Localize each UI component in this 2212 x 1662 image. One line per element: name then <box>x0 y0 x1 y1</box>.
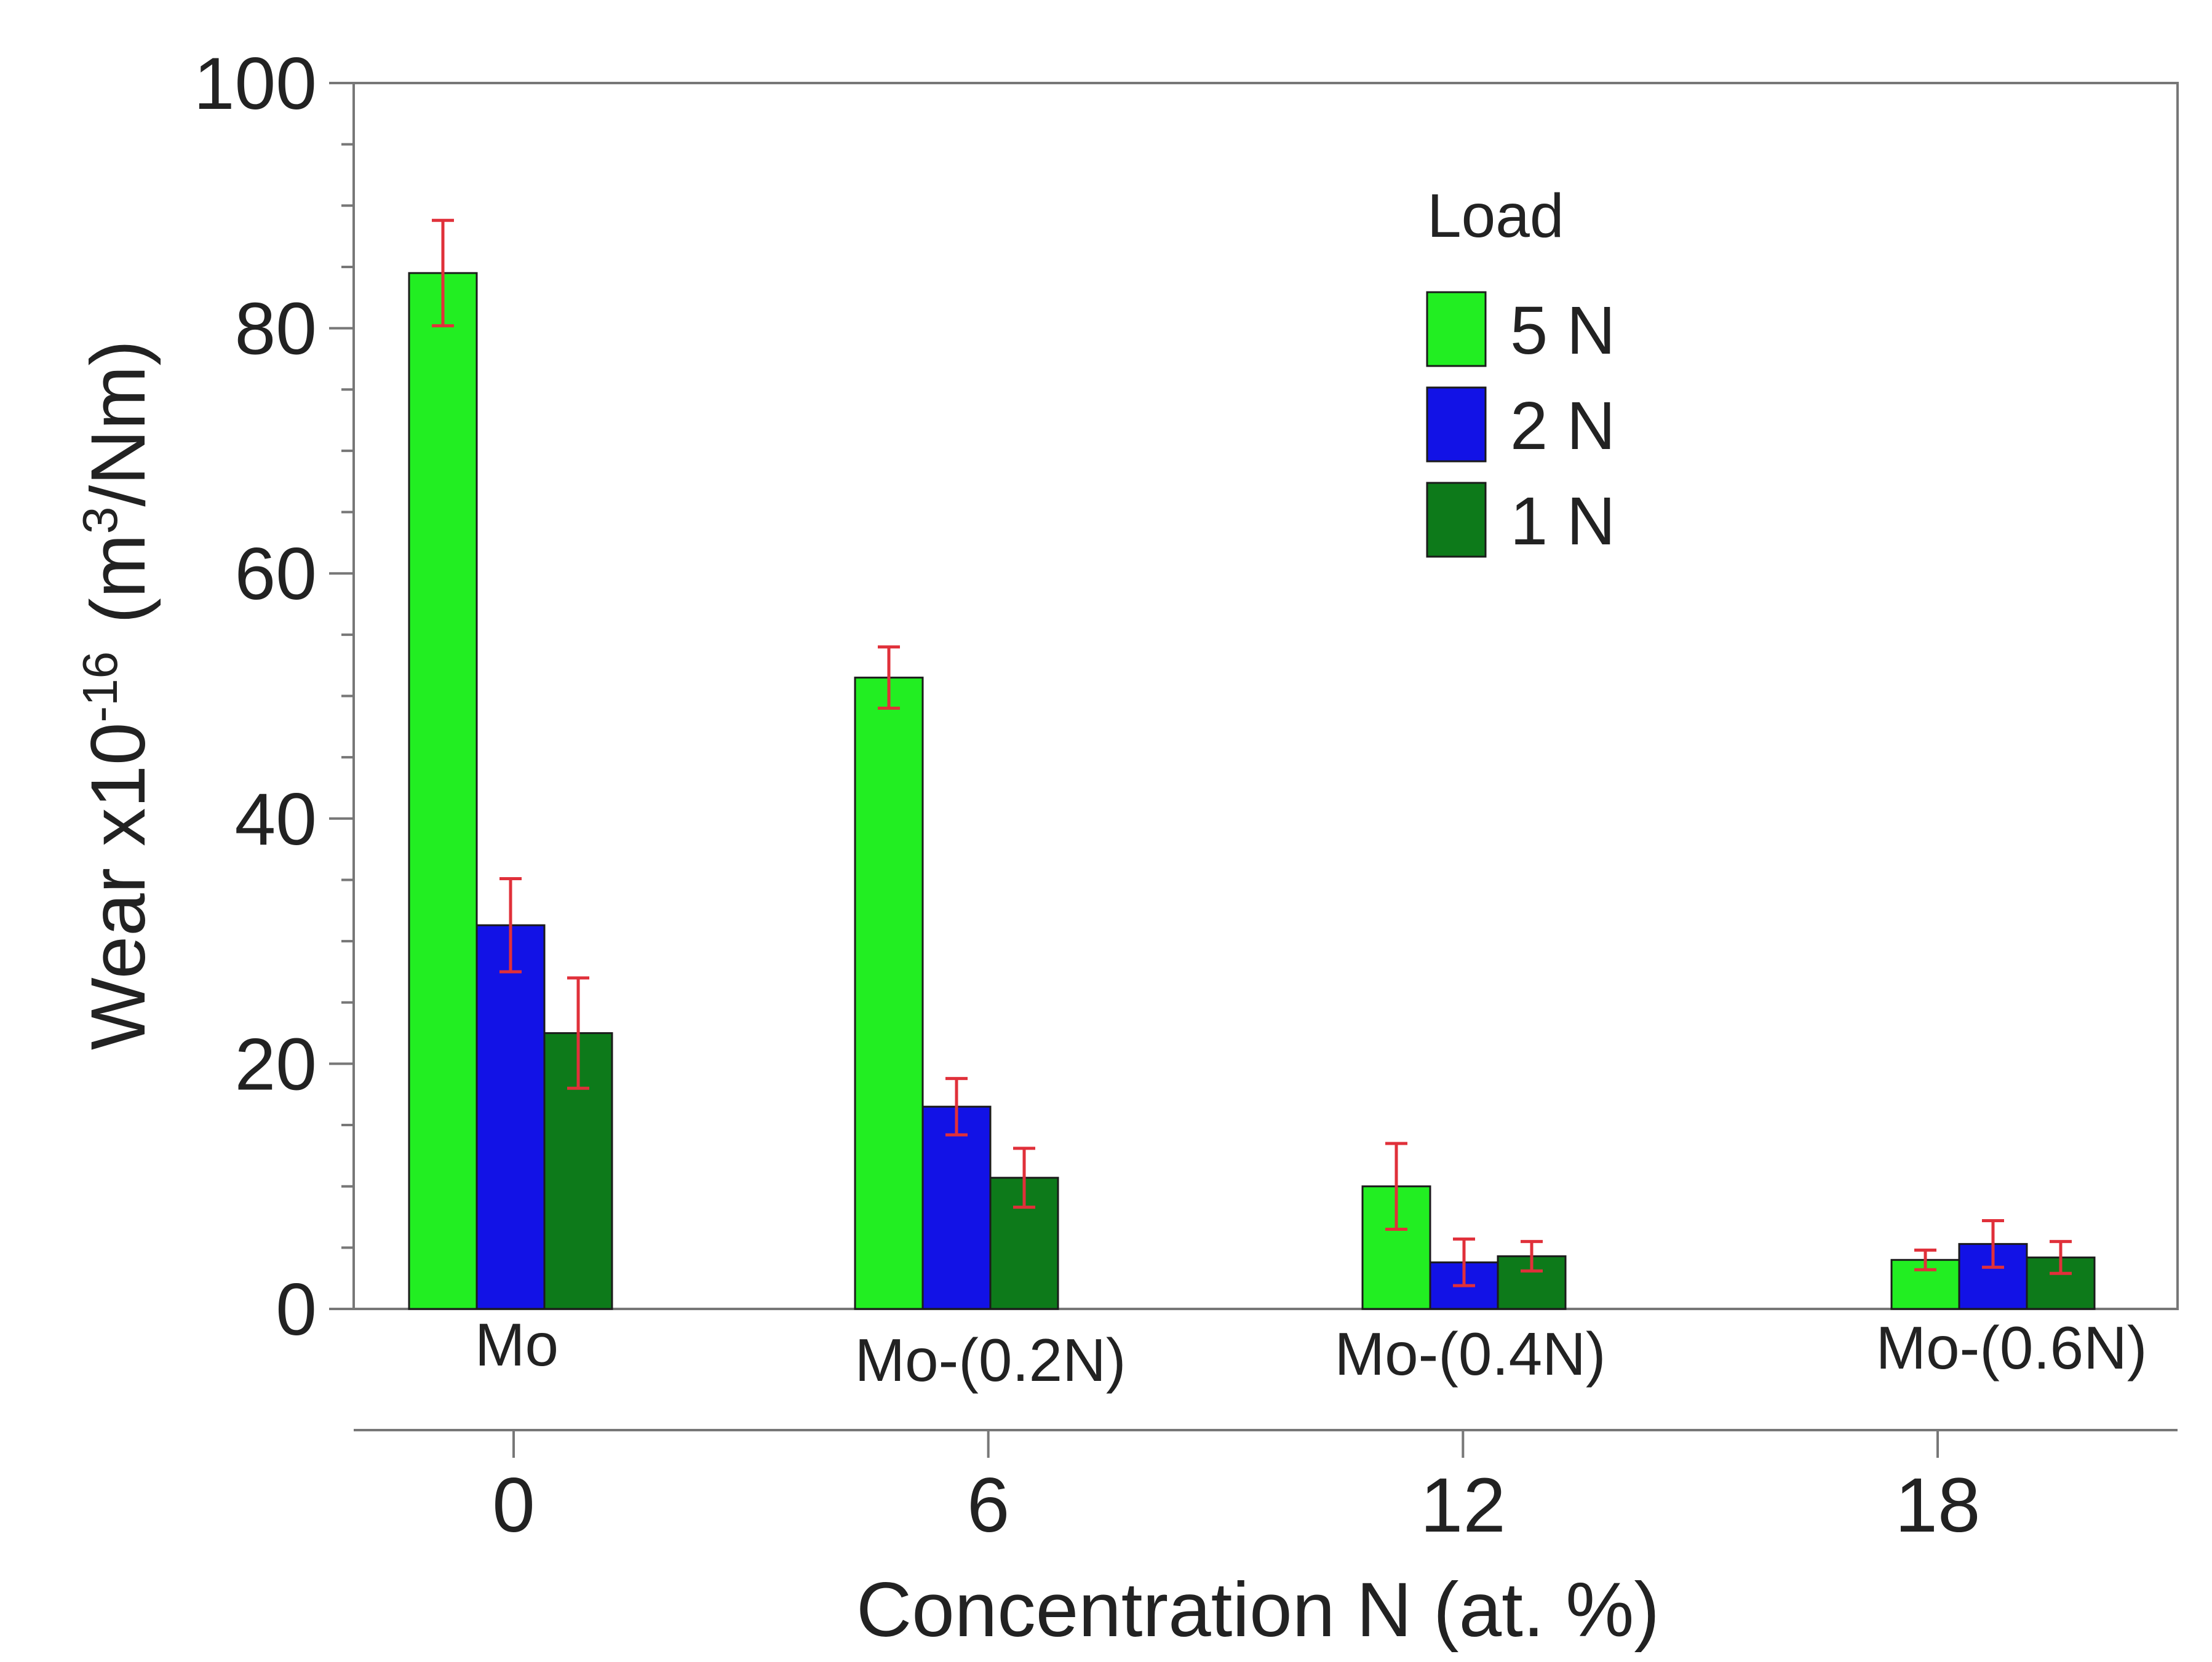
x-tick-label: 0 <box>492 1463 535 1548</box>
error-bar <box>945 1076 968 1137</box>
y-axis-title-unit-sup: 3 <box>73 507 127 535</box>
x-axis-title: Concentration N (at. %) <box>856 1567 1660 1653</box>
legend-label: 2 N <box>1510 388 1615 464</box>
bar-2n-1 <box>921 1105 992 1310</box>
bar-5n-1 <box>854 677 924 1310</box>
category-label: Mo-(0.4N) <box>1334 1320 1605 1388</box>
x-axis: 0 6 12 18 <box>492 1430 1981 1548</box>
error-bar <box>2050 1239 2072 1275</box>
y-tick-label: 0 <box>276 1268 317 1351</box>
legend-label: 1 N <box>1510 483 1615 559</box>
error-bar <box>1453 1237 1475 1287</box>
error-bar <box>1521 1239 1543 1273</box>
legend: Load 5 N 2 N 1 N <box>1426 181 1615 559</box>
category-label: Mo <box>475 1311 559 1378</box>
y-axis-title: Wear x10-16 (m3/Nm) <box>73 340 161 1050</box>
error-bar <box>499 877 522 974</box>
legend-swatch <box>1426 482 1487 558</box>
legend-swatch <box>1426 291 1487 367</box>
legend-label: 5 N <box>1510 293 1615 368</box>
bars <box>408 272 2096 1310</box>
legend-items: 5 N 2 N 1 N <box>1426 291 1615 559</box>
x-tick-label: 18 <box>1895 1463 1980 1548</box>
error-bar <box>432 218 454 328</box>
error-bar <box>1982 1219 2004 1269</box>
error-bar <box>1013 1147 1035 1209</box>
error-bars <box>432 218 2072 1287</box>
error-bar <box>567 976 589 1090</box>
legend-swatch <box>1426 386 1487 463</box>
y-axis-title-unit-post: /Nm) <box>76 340 161 507</box>
bar-1n-0 <box>543 1032 613 1310</box>
category-labels: Mo Mo-(0.2N) Mo-(0.4N) Mo-(0.6N) <box>475 1311 2147 1394</box>
y-tick-label: 60 <box>235 533 317 615</box>
y-tick-label: 20 <box>235 1023 317 1105</box>
legend-title: Load <box>1427 181 1564 250</box>
y-tick-label: 40 <box>235 778 317 861</box>
y-tick-label: 100 <box>194 42 317 125</box>
error-bar <box>878 645 900 710</box>
category-label: Mo-(0.2N) <box>854 1326 1126 1394</box>
x-tick-label: 6 <box>967 1463 1010 1548</box>
bar-5n-0 <box>408 272 478 1310</box>
y-axis: 0 20 40 60 80 100 <box>194 42 354 1351</box>
y-axis-title-exponent: -16 <box>73 651 127 723</box>
y-axis-title-main: Wear x10 <box>76 723 161 1051</box>
category-label: Mo-(0.6N) <box>1876 1314 2147 1382</box>
error-bar <box>1914 1248 1936 1271</box>
error-bar <box>1385 1142 1407 1231</box>
y-tick-label: 80 <box>235 288 317 370</box>
x-tick-label: 12 <box>1420 1463 1506 1548</box>
bar-2n-0 <box>475 924 546 1310</box>
y-axis-title-unit-pre: (m <box>76 534 161 624</box>
plot-frame <box>352 82 2179 1310</box>
